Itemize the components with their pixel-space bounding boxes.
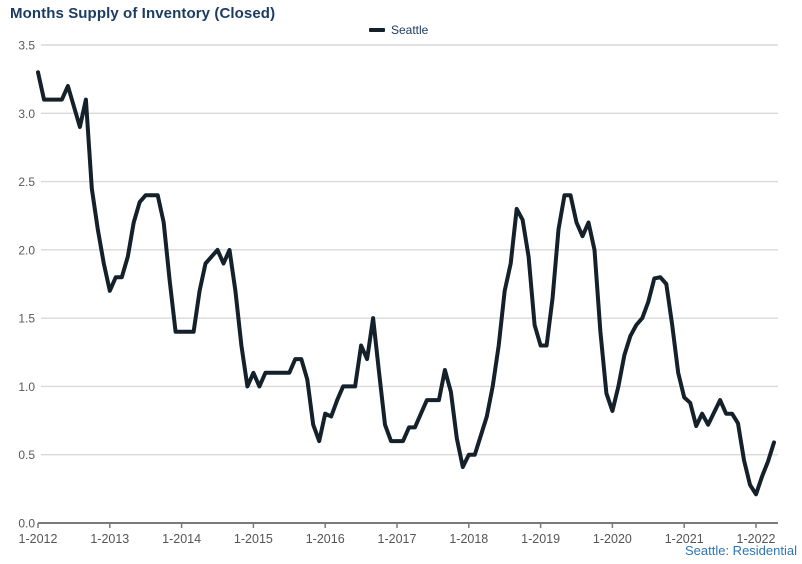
y-tick-label: 0.5 xyxy=(18,448,35,462)
x-tick-label: 1-2017 xyxy=(378,532,417,546)
legend: Seattle xyxy=(369,23,428,37)
x-tick-label: 1-2021 xyxy=(665,532,704,546)
x-tick-label: 1-2014 xyxy=(162,532,201,546)
y-tick-label: 2.0 xyxy=(18,243,35,257)
x-tick-label: 1-2020 xyxy=(593,532,632,546)
seattle-series-swatch-icon xyxy=(369,28,385,32)
x-tick-label: 1-2018 xyxy=(449,532,488,546)
x-tick-label: 1-2012 xyxy=(19,532,58,546)
y-tick-label: 1.5 xyxy=(18,312,35,326)
x-tick-label: 1-2022 xyxy=(737,532,776,546)
x-tick-label: 1-2019 xyxy=(521,532,560,546)
y-tick-label: 2.5 xyxy=(18,175,35,189)
y-tick-label: 1.0 xyxy=(18,380,35,394)
y-tick-label: 3.5 xyxy=(18,39,35,53)
x-tick-label: 1-2013 xyxy=(90,532,129,546)
y-tick-label: 0.0 xyxy=(18,517,35,531)
chart-title: Months Supply of Inventory (Closed) xyxy=(10,5,276,22)
source-note: Seattle: Residential xyxy=(684,543,797,558)
x-tick-label: 1-2016 xyxy=(306,532,345,546)
legend-label-seattle: Seattle xyxy=(391,23,429,37)
x-tick-label: 1-2015 xyxy=(234,532,273,546)
series-line-seattle xyxy=(36,70,776,497)
y-tick-label: 3.0 xyxy=(18,107,35,121)
